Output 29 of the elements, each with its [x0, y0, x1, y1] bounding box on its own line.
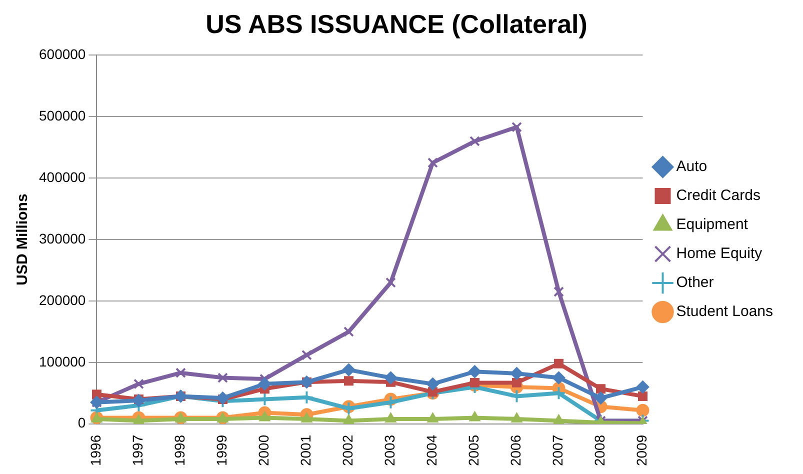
x-tick-label: 2006: [508, 434, 524, 466]
x-tick-label: 2004: [424, 434, 440, 466]
y-axis-title: USD Millions: [14, 194, 32, 286]
y-tick-label: 400000: [39, 168, 86, 185]
x-tick-label: 1996: [88, 434, 104, 466]
x-tick-label: 1997: [130, 434, 146, 466]
y-tick-label: 0: [78, 414, 86, 431]
x-tick-label: 1998: [172, 434, 188, 466]
x-tick-label: 2003: [382, 434, 398, 466]
y-tick-label: 100000: [39, 353, 86, 370]
chart-title: US ABS ISSUANCE (Collateral): [206, 8, 588, 39]
y-tick-label: 300000: [39, 230, 86, 246]
legend-label: Home Equity: [676, 245, 763, 262]
x-tick-label: 2007: [550, 434, 566, 466]
x-tick-label: 2008: [592, 434, 608, 466]
y-tick-label: 500000: [39, 108, 86, 124]
legend-label: Equipment: [676, 216, 749, 234]
y-tick-label: 600000: [39, 46, 86, 62]
y-tick-label: 200000: [39, 292, 86, 308]
legend-label: Credit Cards: [676, 187, 760, 204]
x-tick-label: 2001: [298, 434, 314, 466]
x-tick-label: 2002: [340, 434, 356, 466]
x-tick-label: 2009: [634, 434, 650, 466]
legend-label: Student Loans: [676, 303, 774, 320]
x-tick-label: 2000: [256, 434, 272, 466]
x-tick-label: 1999: [214, 434, 230, 466]
legend-label: Other: [676, 274, 714, 292]
x-tick-label: 2005: [466, 434, 482, 466]
legend-label: Auto: [676, 158, 708, 176]
